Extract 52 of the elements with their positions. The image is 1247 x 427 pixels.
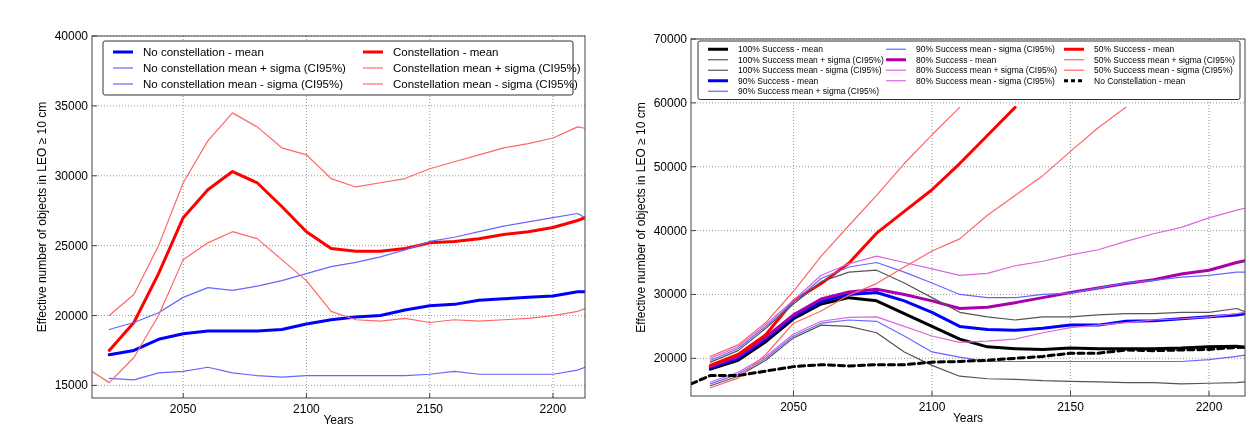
legend-label: No constellation mean + sigma (CI95%) — [143, 62, 347, 75]
legend-label: 80% Success mean + sigma (CI95%) — [916, 65, 1058, 76]
x-tick-label: 2050 — [169, 402, 197, 416]
legend-label: 80% Success mean - sigma (CI95%) — [916, 75, 1056, 86]
y-axis-title: Effective number of objects in LEO ≥ 10 cm — [35, 101, 49, 333]
y-axis-title: Effective number of objects in LEO ≥ 10 cm — [634, 102, 648, 333]
x-tick-label: 2100 — [918, 400, 946, 414]
legend-label: 50% Success - mean — [1094, 44, 1175, 55]
x-tick-label: 2100 — [293, 402, 321, 416]
line-series — [107, 170, 585, 352]
legend-label: 90% Success mean - sigma (CI95%) — [916, 44, 1056, 55]
x-axis-title: Years — [952, 411, 984, 425]
line-series — [709, 106, 1127, 389]
line-series — [92, 231, 585, 384]
y-tick-label: 25000 — [54, 238, 89, 253]
y-tick-label: 30000 — [653, 287, 688, 302]
legend-label: No constellation mean - sigma (CI95%) — [143, 78, 344, 91]
y-tick-label: 35000 — [54, 98, 89, 113]
legend-label: No constellation - mean — [143, 46, 264, 59]
line-series — [709, 106, 961, 357]
y-tick-label: 20000 — [54, 308, 89, 323]
y-tick-label: 70000 — [653, 32, 688, 46]
x-axis-title: Years — [323, 413, 354, 427]
legend-label: 100% Success mean + sigma (CI95%) — [738, 54, 884, 65]
legend-label: No Constellation - mean — [1094, 75, 1186, 86]
legend-label: Constellation mean + sigma (CI95%) — [393, 62, 581, 75]
y-tick-label: 40000 — [54, 29, 89, 43]
x-tick-label: 2200 — [539, 402, 567, 416]
y-tick-label: 50000 — [653, 159, 688, 174]
y-tick-label: 30000 — [54, 168, 89, 183]
legend-label: 80% Success - mean — [916, 54, 997, 65]
line-series — [709, 207, 1245, 359]
line-series — [108, 112, 585, 317]
legend-label: 50% Success mean + sigma (CI95%) — [1094, 54, 1236, 65]
x-tick-label: 2150 — [1057, 400, 1085, 414]
legend-label: 100% Success mean - sigma (CI95%) — [738, 65, 882, 76]
legend-label: Constellation mean - sigma (CI95%) — [393, 78, 578, 91]
legend-label: 90% Success - mean — [738, 75, 819, 86]
x-tick-label: 2200 — [1195, 400, 1223, 414]
legend-label: 100% Success - mean — [738, 44, 824, 55]
legend-label: Constellation - mean — [393, 46, 499, 59]
legend-label: 90% Success mean + sigma (CI95%) — [738, 86, 880, 97]
line-series — [108, 212, 585, 331]
y-tick-label: 15000 — [54, 378, 89, 393]
x-tick-label: 2050 — [780, 400, 808, 414]
y-tick-label: 20000 — [653, 351, 688, 366]
y-tick-label: 60000 — [653, 95, 688, 110]
line-series — [108, 366, 585, 381]
legend-label: 50% Success mean - sigma (CI95%) — [1094, 65, 1234, 76]
line-series — [107, 290, 585, 357]
y-tick-label: 40000 — [653, 223, 688, 238]
x-tick-label: 2150 — [416, 402, 444, 416]
